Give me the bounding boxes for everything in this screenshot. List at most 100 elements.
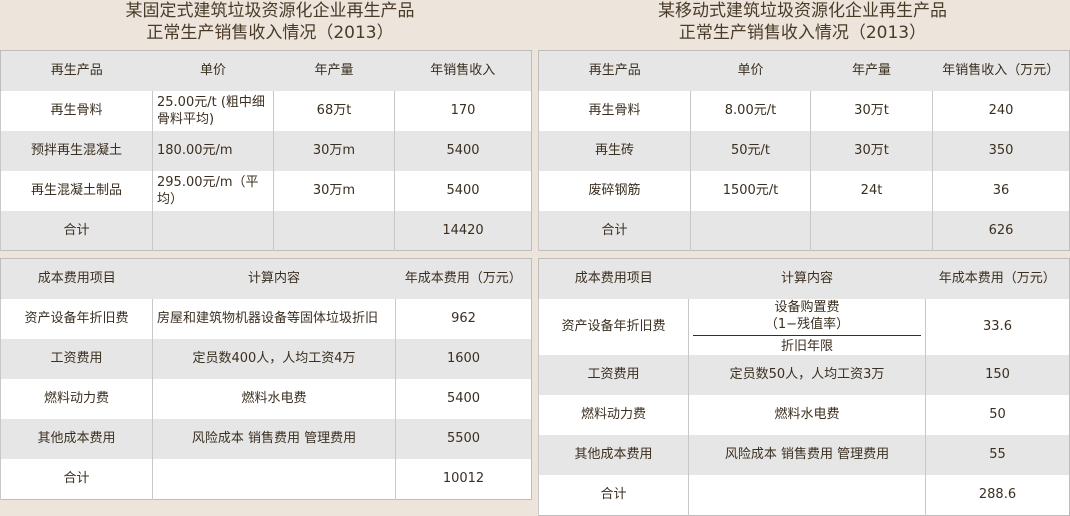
table-cell: 燃料水电费 — [152, 378, 396, 419]
table-row: 再生混凝土制品 295.00元/m（平均） 30万m 5400 — [0, 170, 532, 211]
table-cell: 合计 — [0, 458, 153, 500]
table-cell: 962 — [395, 298, 532, 339]
table-cell: 年销售收入 — [394, 50, 532, 91]
table-cell: 工资费用 — [0, 338, 153, 379]
table-cell: 30万t — [810, 90, 933, 131]
table-cell: 33.6 — [925, 298, 1070, 355]
table-row: 资产设备年折旧费 房屋和建筑物机器设备等固体垃圾折旧 962 — [0, 298, 532, 339]
table-cell: 燃料动力费 — [538, 394, 689, 435]
table-cell: 再生骨料 — [538, 90, 691, 131]
table-cell: 燃料动力费 — [0, 378, 153, 419]
table-cell: 1500元/t — [690, 170, 811, 211]
header-row: 成本费用项目 计算内容 年成本费用（万元） — [538, 258, 1070, 299]
header-row: 再生产品 单价 年产量 年销售收入 — [0, 50, 532, 91]
table-cell: 燃料水电费 — [688, 394, 926, 435]
table-cell: 风险成本 销售费用 管理费用 — [688, 434, 926, 475]
table-cell: 24t — [810, 170, 933, 211]
table-cell: 合计 — [0, 210, 153, 251]
header-row: 成本费用项目 计算内容 年成本费用（万元） — [0, 258, 532, 299]
title-line: 正常生产销售收入情况（2013） — [146, 23, 394, 43]
table-cell — [688, 474, 926, 516]
title-line: 某固定式建筑垃圾资源化企业再生产品 — [125, 1, 415, 21]
depreciation-formula: 设备购置费（1−残值率） 折旧年限 — [688, 298, 926, 355]
header-row: 再生产品 单价 年产量 年销售收入（万元） — [538, 50, 1070, 91]
table-row: 工资费用 定员数50人，人均工资3万 150 — [538, 354, 1070, 395]
table-row: 资产设备年折旧费 设备购置费（1−残值率） 折旧年限 33.6 — [538, 298, 1070, 355]
table-cell: 1600 — [395, 338, 532, 379]
table-cell — [152, 210, 274, 251]
table-cell: 成本费用项目 — [538, 258, 689, 299]
table-cell: 8.00元/t — [690, 90, 811, 131]
left-cost-table: 成本费用项目 计算内容 年成本费用（万元） 资产设备年折旧费 房屋和建筑物机器设备等固体… — [0, 258, 532, 500]
table-cell: 年成本费用（万元） — [395, 258, 532, 299]
table-cell: 预拌再生混凝土 — [0, 130, 153, 171]
table-cell: 350 — [932, 130, 1070, 171]
table-cell: 10012 — [395, 458, 532, 500]
table-cell — [810, 210, 933, 251]
right-cost-table: 成本费用项目 计算内容 年成本费用（万元） 资产设备年折旧费 设备购置费（1−残值率）折… — [538, 258, 1070, 516]
table-cell: 再生混凝土制品 — [0, 170, 153, 211]
table-cell: 180.00元/m — [152, 130, 274, 171]
table-cell: 计算内容 — [688, 258, 926, 299]
right-sales-table: 再生产品 单价 年产量 年销售收入（万元） 再生骨料 8.00元/t 30万t 240 再生砖 5… — [538, 50, 1070, 251]
table-row: 再生骨料 8.00元/t 30万t 240 — [538, 90, 1070, 131]
table-cell: 170 — [394, 90, 532, 131]
table-cell: 150 — [925, 354, 1070, 395]
table-row: 燃料动力费 燃料水电费 5400 — [0, 378, 532, 419]
table-cell — [152, 458, 396, 500]
table-cell: 295.00元/m（平均） — [152, 170, 274, 211]
table-cell: 55 — [925, 434, 1070, 475]
table-cell: 单价 — [690, 50, 811, 91]
table-cell: 风险成本 销售费用 管理费用 — [152, 418, 396, 459]
table-cell: 再生骨料 — [0, 90, 153, 131]
table-row: 预拌再生混凝土 180.00元/m 30万m 5400 — [0, 130, 532, 171]
table-cell: 68万t — [273, 90, 395, 131]
table-cell: 5400 — [394, 130, 532, 171]
table-cell: 50元/t — [690, 130, 811, 171]
table-cell: 626 — [932, 210, 1070, 251]
table-cell: 房屋和建筑物机器设备等固体垃圾折旧 — [152, 298, 396, 339]
table-row: 其他成本费用 风险成本 销售费用 管理费用 5500 — [0, 418, 532, 459]
table-cell: 30万t — [810, 130, 933, 171]
table-cell: 定员数400人，人均工资4万 — [152, 338, 396, 379]
table-cell: 5400 — [394, 170, 532, 211]
table-cell: 50 — [925, 394, 1070, 435]
table-cell: 合计 — [538, 474, 689, 516]
table-cell: 年产量 — [273, 50, 395, 91]
table-cell: 其他成本费用 — [0, 418, 153, 459]
table-cell: 资产设备年折旧费 — [538, 298, 689, 355]
table-cell: 资产设备年折旧费 — [0, 298, 153, 339]
table-row: 燃料动力费 燃料水电费 50 — [538, 394, 1070, 435]
table-cell: 工资费用 — [538, 354, 689, 395]
table-cell: 14420 — [394, 210, 532, 251]
table-cell: 再生产品 — [0, 50, 153, 91]
table-cell: 定员数50人，人均工资3万 — [688, 354, 926, 395]
title-line: 正常生产销售收入情况（2013） — [678, 23, 927, 43]
table-cell: 30万m — [273, 130, 395, 171]
table-cell: 年产量 — [810, 50, 933, 91]
table-cell — [690, 210, 811, 251]
formula-numerator: 设备购置费（1−残值率） — [693, 299, 921, 336]
table-cell — [273, 210, 395, 251]
table-row: 其他成本费用 风险成本 销售费用 管理费用 55 — [538, 434, 1070, 475]
table-row: 再生砖 50元/t 30万t 350 — [538, 130, 1070, 171]
table-row: 合计 14420 — [0, 210, 532, 251]
right-title: 某移动式建筑垃圾资源化企业再生产品 正常生产销售收入情况（2013） — [535, 0, 1070, 44]
table-cell: 36 — [932, 170, 1070, 211]
table-cell: 再生砖 — [538, 130, 691, 171]
table-cell: 25.00元/t (粗中细骨料平均) — [152, 90, 274, 131]
table-cell: 废碎钢筋 — [538, 170, 691, 211]
table-row: 合计 626 — [538, 210, 1070, 251]
table-row: 废碎钢筋 1500元/t 24t 36 — [538, 170, 1070, 211]
table-row: 工资费用 定员数400人，人均工资4万 1600 — [0, 338, 532, 379]
table-cell: 288.6 — [925, 474, 1070, 516]
title-line: 某移动式建筑垃圾资源化企业再生产品 — [658, 1, 947, 21]
table-cell: 计算内容 — [152, 258, 396, 299]
table-cell: 5500 — [395, 418, 532, 459]
table-cell: 30万m — [273, 170, 395, 211]
table-cell: 单价 — [152, 50, 274, 91]
table-cell: 成本费用项目 — [0, 258, 153, 299]
table-cell: 其他成本费用 — [538, 434, 689, 475]
table-cell: 年成本费用（万元） — [925, 258, 1070, 299]
left-title: 某固定式建筑垃圾资源化企业再生产品 正常生产销售收入情况（2013） — [0, 0, 540, 44]
